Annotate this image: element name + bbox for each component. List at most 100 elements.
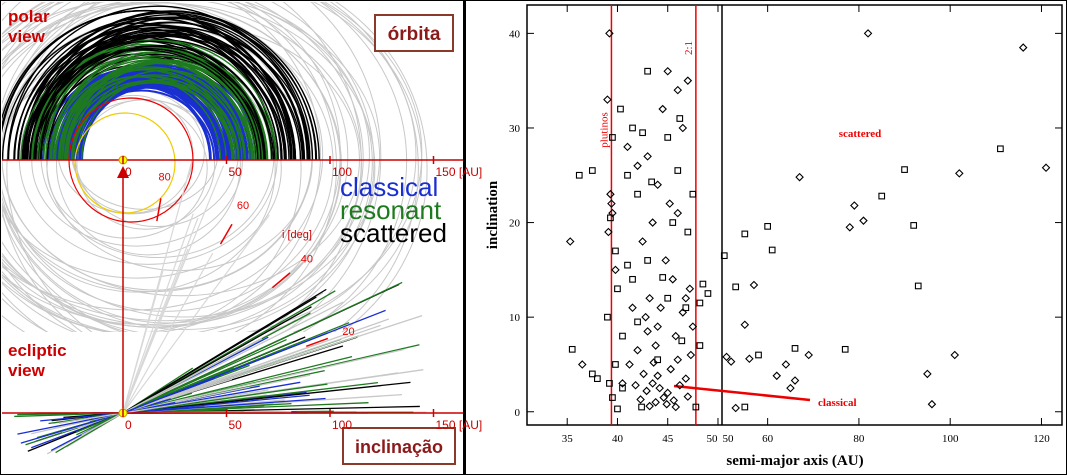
point	[629, 124, 636, 132]
orbit	[2, 2, 337, 332]
point	[726, 357, 736, 366]
legend-entry: classical	[340, 172, 438, 202]
ecliptic-ray	[20, 412, 124, 444]
point	[673, 208, 683, 218]
ecliptic-ray	[75, 412, 124, 433]
orbit	[35, 32, 279, 161]
point	[653, 180, 662, 190]
point	[678, 308, 688, 317]
orbit	[31, 44, 259, 161]
point	[681, 374, 691, 383]
point	[607, 199, 616, 208]
orbit	[13, 18, 297, 161]
x-tick-label: 80	[853, 433, 865, 445]
tick-label: 100	[332, 165, 352, 179]
orbit	[64, 74, 246, 161]
point	[656, 303, 665, 312]
point	[639, 369, 648, 379]
point	[624, 261, 631, 269]
tick-label: 0	[125, 418, 132, 432]
point	[644, 257, 651, 264]
tick-label: 150 [AU]	[436, 165, 483, 179]
ecliptic-ray	[122, 402, 369, 414]
orbit	[2, 2, 408, 332]
orbit	[2, 2, 417, 332]
y-tick-label: 40	[509, 28, 521, 40]
point	[795, 172, 804, 182]
point	[611, 265, 620, 275]
orbit-panel: polar view ecliptic view órbita inclinaç…	[2, 2, 483, 465]
point	[683, 392, 693, 401]
ecliptic-ray	[122, 315, 423, 414]
ecliptic-ray	[122, 338, 287, 414]
ecliptic-ray	[122, 306, 312, 414]
point	[612, 247, 619, 255]
point	[651, 398, 660, 407]
point	[764, 223, 771, 230]
point	[588, 370, 596, 378]
orbit	[6, 2, 428, 332]
point	[676, 115, 684, 122]
orbit	[23, 41, 275, 161]
x-tick-label: 100	[942, 433, 959, 445]
point	[633, 345, 642, 355]
point	[755, 351, 762, 359]
orbit	[2, 2, 382, 332]
orbit	[59, 75, 227, 161]
point	[575, 171, 583, 179]
legend-entry: resonant	[340, 195, 442, 225]
point	[841, 345, 849, 353]
point	[655, 383, 664, 393]
point	[673, 85, 683, 95]
ecliptic-ray	[122, 288, 327, 414]
point	[634, 190, 641, 198]
inclination-box-text: inclinação	[355, 437, 443, 457]
orbit	[2, 2, 349, 325]
orbit	[2, 2, 364, 332]
point	[578, 360, 587, 369]
orbit	[46, 45, 273, 161]
point	[604, 313, 611, 321]
point	[910, 222, 918, 229]
point	[608, 208, 617, 218]
point	[675, 380, 685, 390]
x-tick-label: 120	[1033, 433, 1050, 445]
point	[749, 280, 759, 290]
orbit	[26, 49, 259, 161]
x-tick-label: 40	[612, 433, 624, 445]
ecliptic-ray	[17, 412, 124, 435]
orbit	[39, 22, 306, 161]
resonance-label: 2:1	[683, 41, 695, 55]
point	[633, 161, 642, 171]
ecliptic-ray	[122, 389, 269, 414]
ecliptic-label: view	[8, 361, 46, 380]
point	[669, 219, 677, 226]
point	[673, 355, 683, 365]
inclination-tick	[305, 337, 329, 348]
planet-orbit	[74, 112, 176, 214]
point	[648, 218, 657, 227]
point	[786, 383, 795, 393]
point	[643, 152, 652, 161]
orbit	[2, 2, 381, 322]
x-tick-label: 45	[662, 433, 674, 445]
point	[772, 371, 782, 381]
point	[688, 322, 698, 331]
point	[683, 76, 693, 85]
y-tick-label: 30	[509, 123, 521, 135]
point	[923, 369, 932, 379]
point	[606, 380, 613, 387]
point	[674, 167, 682, 174]
point	[631, 380, 640, 390]
point	[617, 105, 624, 113]
point	[863, 29, 873, 38]
point	[731, 403, 740, 413]
orbit	[2, 2, 341, 324]
orbit	[29, 29, 283, 161]
point	[659, 393, 668, 402]
point	[699, 280, 707, 288]
ecliptic-ray	[122, 213, 194, 414]
tick-label: 100	[332, 418, 352, 432]
x-tick-label: 50	[706, 433, 718, 445]
ecliptic-label: ecliptic	[8, 341, 67, 360]
